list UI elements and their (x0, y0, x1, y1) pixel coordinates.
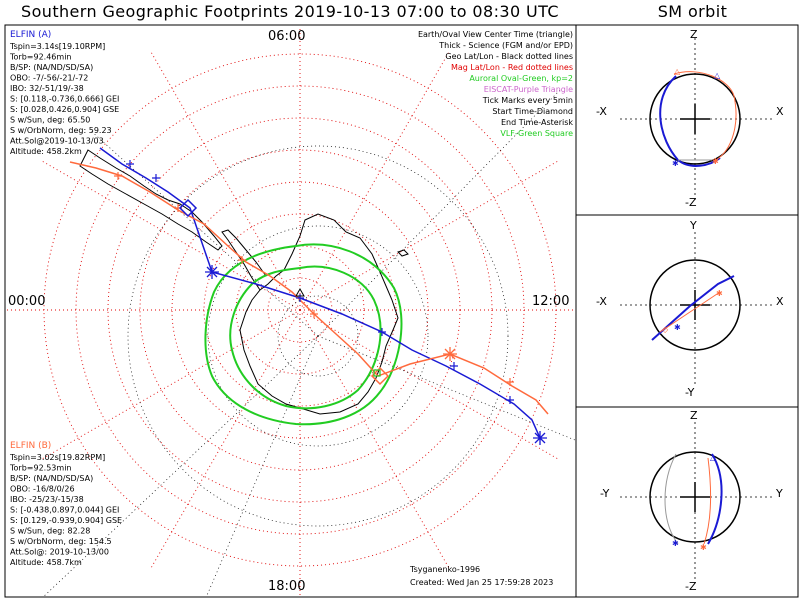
legend-item: Geo Lat/Lon - Black dotted lines (445, 52, 573, 61)
panel-xz-top-label: Z (690, 28, 698, 41)
svg-text:✱: ✱ (700, 543, 707, 552)
legend-item: VLF-Green Square (500, 129, 573, 138)
sm-orbit-panel-yz: △ ✱ ✱ Z -Z -Y Y (600, 409, 783, 593)
mag-meridian (299, 309, 451, 571)
probe-a-info-line: S: [0.028,0.426,0.904] GSE (10, 105, 119, 114)
svg-text:✱: ✱ (672, 539, 679, 548)
probe-b-info-line: S: [-0.438,0.897,0.044] GEI (10, 506, 119, 515)
probe-b-info-line: Tspin=3.02s[19.82RPM] (9, 453, 105, 462)
probe-b-end-asterisk (443, 347, 457, 361)
probe-a-end-asterisk (205, 265, 547, 445)
panel-yz-bottom-label: -Z (685, 580, 697, 593)
mag-meridian (299, 49, 451, 311)
svg-text:✱: ✱ (674, 323, 681, 332)
probe-b-track (69, 161, 549, 415)
legend-item: Mag Lat/Lon - Red dotted lines (451, 63, 573, 72)
legend-item: End Time-Asterisk (501, 118, 573, 127)
legend: Earth/Oval View Center Time (triangle) Th… (418, 30, 573, 138)
sm-orbit-title: SM orbit (657, 2, 728, 21)
probe-b-info-line: S w/OrbNorm, deg: 154.5 (10, 537, 112, 546)
probe-b-info: ELFIN (B) Tspin=3.02s[19.82RPM] Torb=92.5… (9, 441, 122, 567)
page-title: Southern Geographic Footprints 2019-10-1… (21, 2, 559, 21)
probe-a-info-line: Torb=92.46min (9, 53, 71, 62)
probe-b-info-line: Att.Sol@: 2019-10-13/00 (10, 548, 109, 557)
south-georgia (397, 249, 409, 257)
panel-frame-xz (575, 24, 799, 216)
south-america-coast (79, 149, 223, 251)
panel-xy-left-label: -X (596, 295, 607, 308)
auroral-oval-outer (204, 243, 403, 426)
probe-b-info-line: S: [0.129,-0.939,0.904] GSE (10, 516, 122, 525)
sm-orbit-panel-xz: △ △ ✱ ✱ Z -Z -X X (596, 28, 784, 209)
credit-author: Tsyganenko-1996 (409, 565, 480, 574)
probe-b-info-line: IBO: -25/23/-15/38 (10, 495, 84, 504)
probe-a-info-line: Att.Sol@2019-10-13/03 (10, 137, 104, 146)
mag-meridian (299, 309, 561, 461)
panel-xy-top-label: Y (689, 219, 697, 232)
svg-text:✱: ✱ (672, 159, 679, 168)
svg-text:△: △ (714, 71, 721, 80)
legend-item: Thick - Science (FGM and/or EPD) (438, 41, 573, 50)
mag-meridian (149, 309, 301, 571)
auroral-oval (204, 243, 403, 426)
clock-label-right: 12:00 (532, 294, 569, 309)
panel-frame-xy (575, 214, 799, 408)
probe-a-info-line: S w/Sun, deg: 65.50 (10, 116, 90, 125)
probe-a-track (99, 147, 541, 439)
panel-yz-right-label: Y (775, 487, 783, 500)
legend-item: Earth/Oval View Center Time (triangle) (418, 30, 573, 39)
legend-item: Start Time-Diamond (492, 107, 573, 116)
panel-yz-left-label: -Y (600, 487, 610, 500)
svg-text:◇: ◇ (662, 325, 669, 334)
panel-xz-bottom-label: -Z (685, 196, 697, 209)
svg-text:△: △ (674, 67, 681, 76)
svg-text:✱: ✱ (716, 289, 723, 298)
probe-a-name: ELFIN (A) (10, 30, 51, 40)
probe-b-start-diamond (370, 366, 390, 386)
polar-map (6, 26, 575, 596)
probe-a-info-line: B/SP: (NA/ND/SD/SA) (10, 63, 93, 72)
credit-created: Created: Wed Jan 25 17:59:28 2023 (410, 578, 553, 587)
legend-item: EISCAT-Purple Triangle (484, 85, 573, 94)
svg-text:✱: ✱ (712, 157, 719, 166)
legend-item: Auroral Oval-Green, kp=2 (469, 74, 573, 83)
mag-meridian (39, 159, 301, 311)
probe-a-tick-marks (126, 160, 514, 404)
probe-a-info-line: IBO: 32/-51/19/-38 (10, 84, 84, 93)
geo-latitude-grid (127, 145, 509, 527)
view-center-triangle (295, 287, 305, 297)
probe-a-info-line: S: [0.118,-0.736,0.666] GEI (10, 95, 119, 104)
vlf-green-square (373, 369, 381, 377)
antarctic-peninsula (221, 229, 267, 291)
probe-a-start-diamond (178, 198, 198, 218)
probe-a-info-line: Altitude: 458.2km (10, 147, 82, 156)
legend-item: Tick Marks every 5min (482, 96, 573, 105)
clock-label-bottom: 18:00 (268, 579, 305, 594)
panel-yz-top-label: Z (690, 409, 698, 422)
svg-text:△: △ (710, 453, 717, 462)
probe-b-info-line: Torb=92.53min (9, 464, 71, 473)
probe-a-info-line: OBO: -7/-56/-21/-72 (10, 74, 88, 83)
panel-xy-right-label: X (776, 295, 784, 308)
panel-xz-left-label: -X (596, 105, 607, 118)
probe-b-info-line: Altitude: 458.7km (10, 558, 82, 567)
mag-meridian (299, 159, 561, 311)
probe-b-name: ELFIN (B) (10, 441, 51, 451)
clock-label-top: 06:00 (268, 29, 305, 44)
probe-b-info-line: OBO: -16/8/0/26 (10, 485, 75, 494)
probe-b-info-line: B/SP: (NA/ND/SD/SA) (10, 474, 93, 483)
panel-xz-right-label: X (776, 105, 784, 118)
probe-a-info-line: Tspin=3.14s[19.10RPM] (9, 42, 105, 51)
panel-frame-yz (575, 406, 799, 598)
mag-meridian (39, 309, 301, 461)
probe-a-info-line: S w/OrbNorm, deg: 59.23 (10, 126, 112, 135)
sm-orbit-panel-xy: ✱ ✱ ◇ Y -Y -X X (596, 219, 784, 399)
probe-b-tick-marks (114, 172, 514, 386)
probe-a-info: ELFIN (A) Tspin=3.14s[19.10RPM] Torb=92.4… (9, 30, 119, 156)
clock-label-left: 00:00 (8, 294, 45, 309)
probe-b-info-line: S w/Sun, deg: 82.28 (10, 527, 90, 536)
auroral-oval-inner (229, 265, 382, 410)
panel-xy-bottom-label: -Y (685, 386, 695, 399)
